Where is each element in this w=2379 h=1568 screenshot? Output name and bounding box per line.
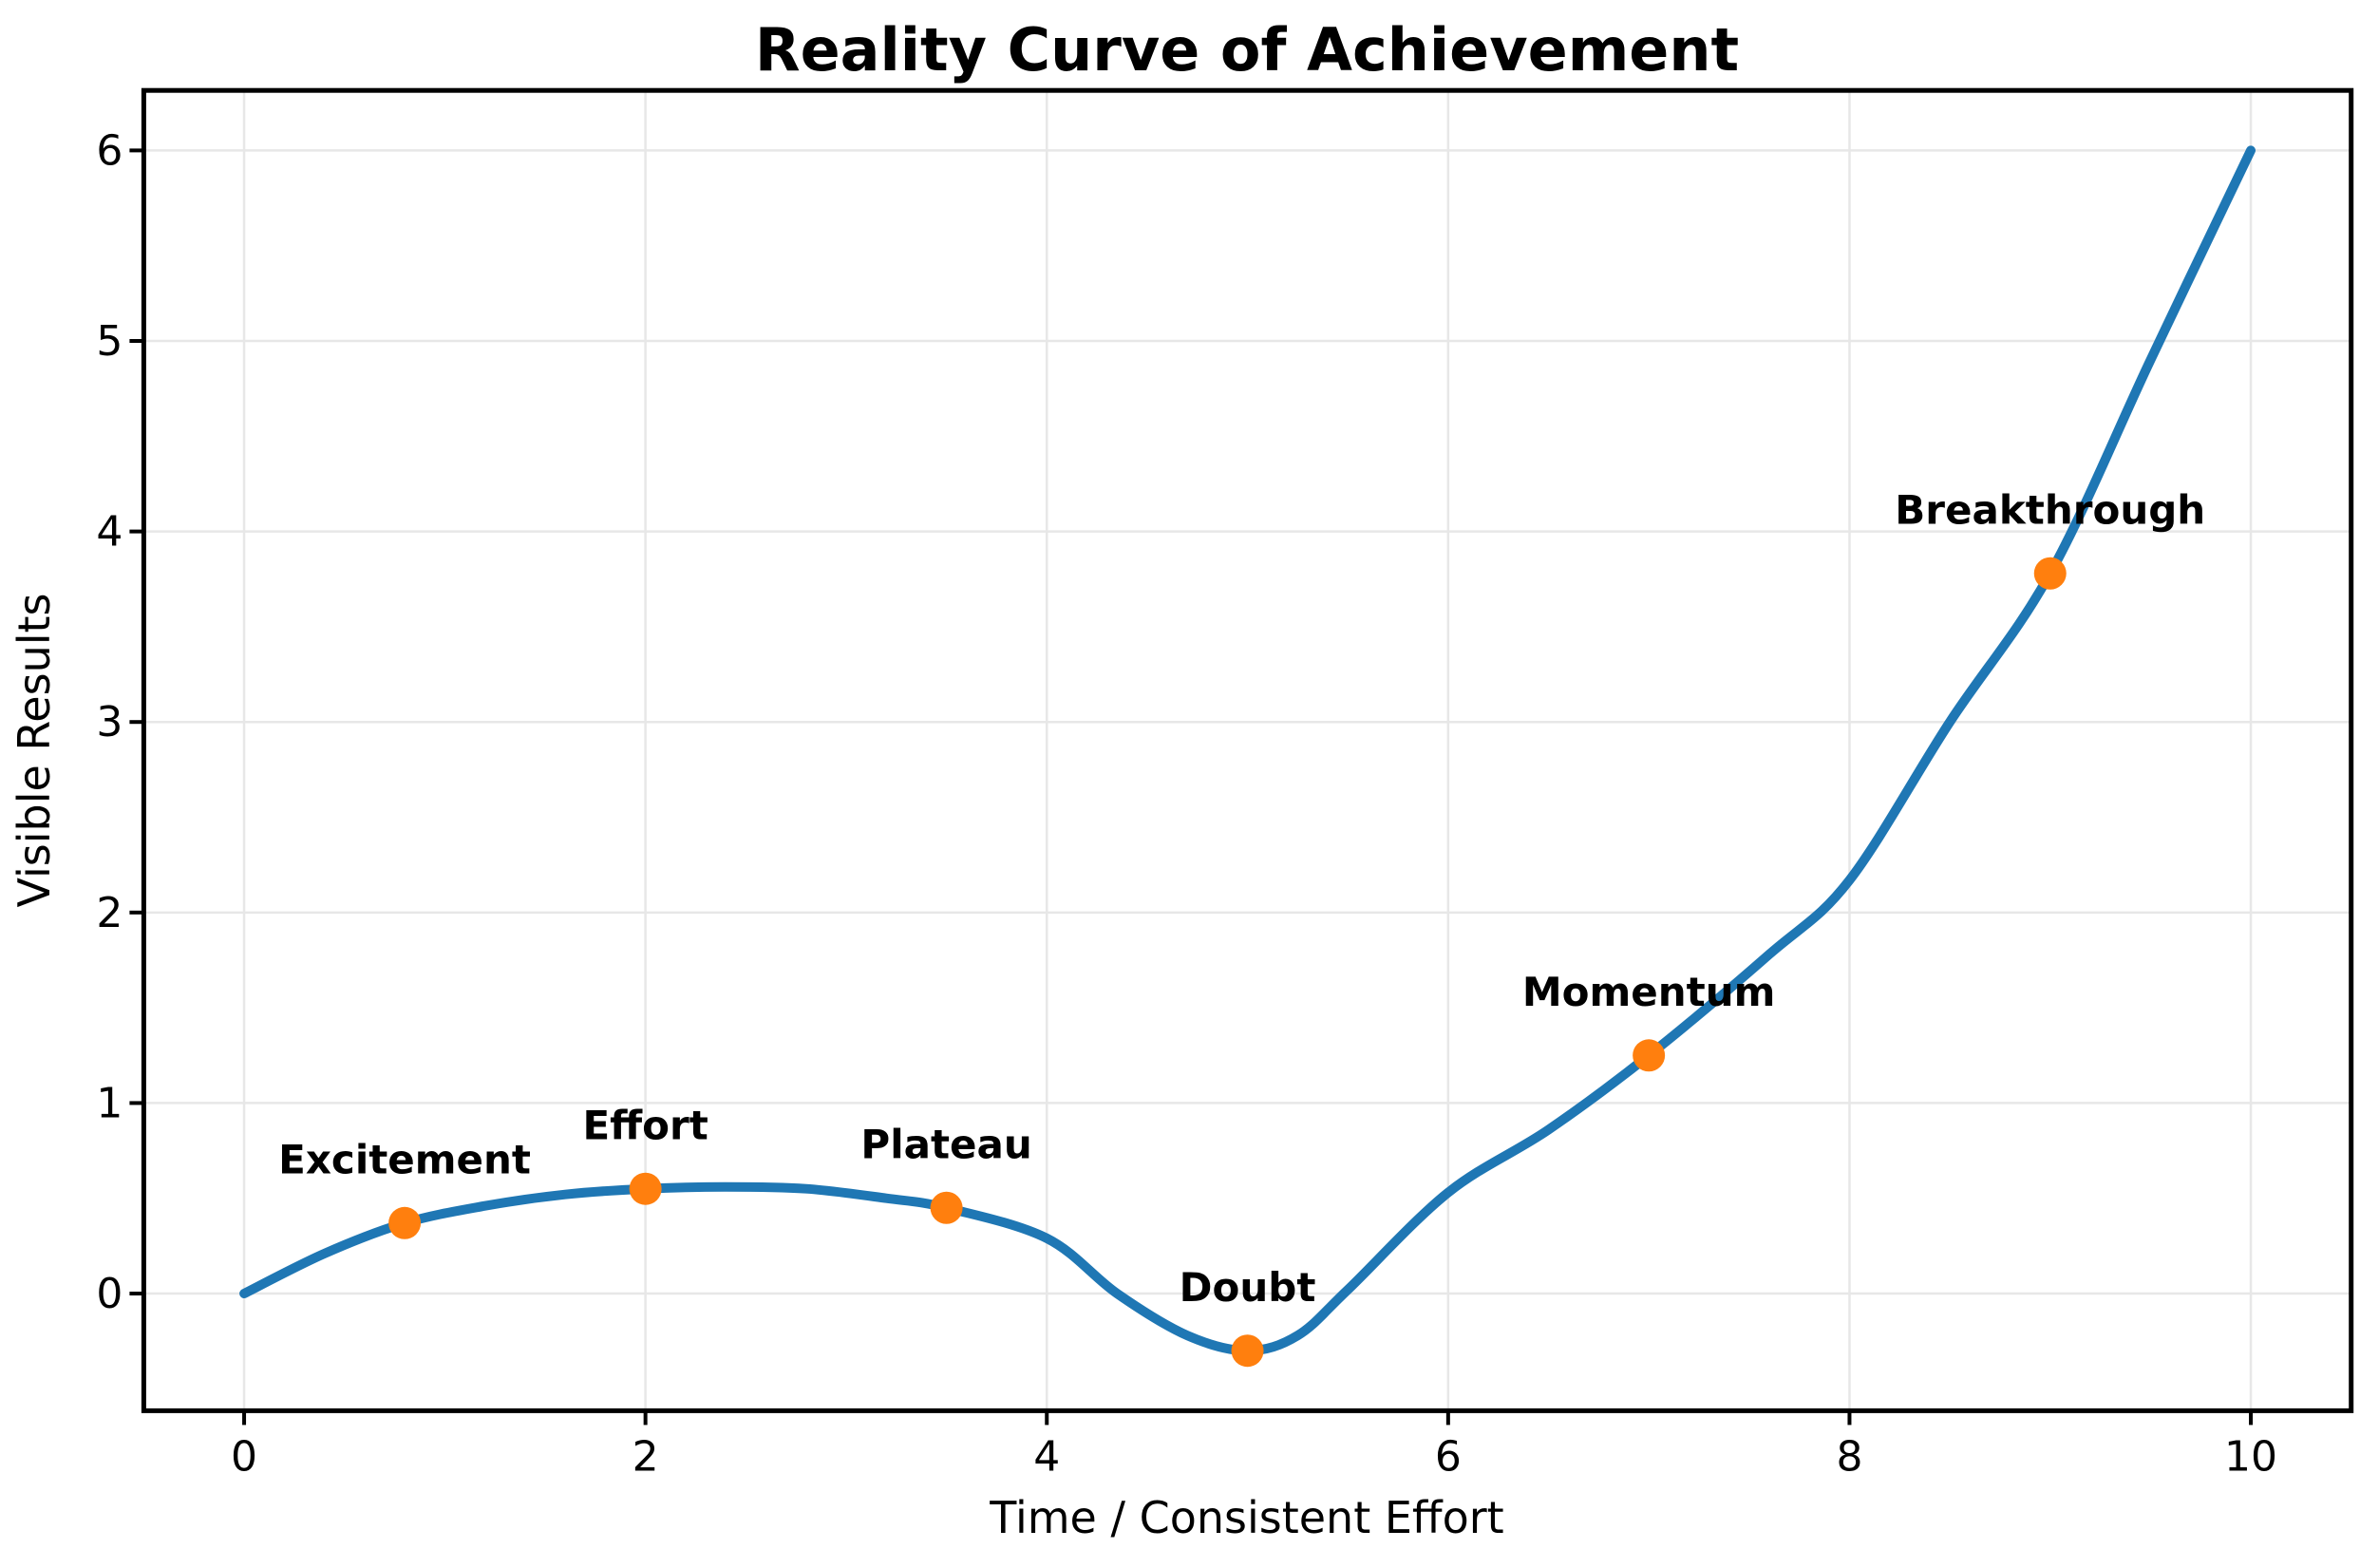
y-tick-label: 1 (96, 1079, 123, 1127)
gridlines (143, 90, 2351, 1411)
point-annotation-label: Breakthrough (1895, 487, 2205, 534)
data-point-marker (629, 1172, 662, 1205)
y-tick-label: 2 (96, 889, 123, 937)
curve-line (239, 145, 2256, 1356)
y-tick-label: 0 (96, 1270, 123, 1318)
data-point-marker (388, 1206, 422, 1239)
data-point-marker (1633, 1039, 1666, 1072)
data-point-marker (930, 1191, 963, 1224)
y-axis-label: Visible Results (9, 594, 60, 908)
x-tick-labels: 0 2 4 6 8 10 (231, 1432, 2277, 1481)
axes-spines (141, 87, 2354, 1413)
reality-curve-path (239, 145, 2256, 1356)
x-tick-label: 2 (633, 1432, 659, 1481)
point-annotation-label: Excitement (278, 1137, 531, 1183)
axis-ticks (129, 148, 2254, 1426)
x-tick-label: 6 (1435, 1432, 1462, 1481)
point-annotation-label: Effort (582, 1102, 708, 1148)
x-tick-label: 0 (231, 1432, 257, 1481)
point-annotation-label: Momentum (1522, 969, 1776, 1015)
y-tick-label: 3 (96, 698, 123, 746)
chart-title: Reality Curve of Achievement (755, 15, 1739, 85)
y-tick-label: 5 (96, 317, 123, 366)
data-point-marker (2033, 557, 2067, 590)
y-tick-labels: 0 1 2 3 4 5 6 (96, 126, 123, 1318)
x-tick-label: 4 (1033, 1432, 1060, 1481)
point-annotation-label: Plateau (860, 1122, 1031, 1168)
point-annotation-label: Doubt (1180, 1264, 1316, 1311)
x-tick-label: 10 (2224, 1432, 2277, 1481)
data-point-markers (388, 557, 2067, 1368)
y-tick-label: 6 (96, 126, 123, 175)
x-axis-label: Time / Consistent Effort (989, 1492, 1503, 1543)
y-tick-label: 4 (96, 508, 123, 557)
plot-box (141, 87, 2354, 1413)
point-annotations: Excitement Effort Plateau Doubt Momentum Brea… (278, 487, 2205, 1311)
x-tick-label: 8 (1836, 1432, 1862, 1481)
data-point-marker (1231, 1334, 1264, 1368)
